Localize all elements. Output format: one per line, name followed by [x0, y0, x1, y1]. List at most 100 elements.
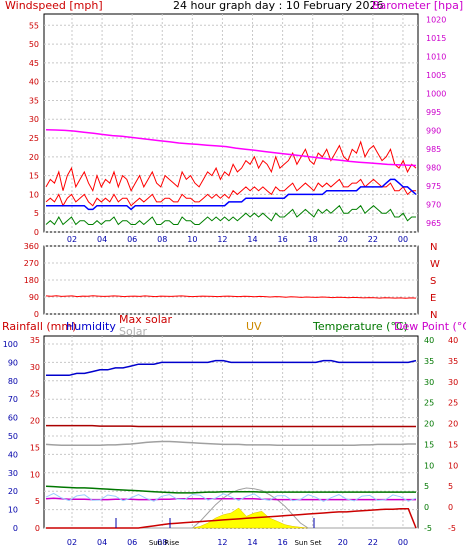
temp-tick-label: 5	[424, 482, 429, 491]
humidity-tick-label: 30	[8, 469, 18, 478]
humidity-tick-label: 80	[8, 377, 18, 386]
wind-x-tick-label: 08	[157, 235, 167, 244]
multi-x-tick-label: 20	[338, 538, 348, 547]
solar-legend: Solar	[119, 325, 148, 338]
barometer-axis-label: Barometer [hpa]	[372, 0, 463, 12]
rainfall-line	[46, 507, 417, 529]
humidity-tick-label: 50	[8, 432, 18, 441]
wind-tick-label: 30	[29, 115, 39, 124]
baro-tick-label: 1015	[426, 34, 446, 43]
multi-x-tick-label: 12	[217, 538, 227, 547]
rain-tick-label: 10	[30, 470, 40, 479]
wind-x-tick-label: 22	[368, 235, 378, 244]
maxsolar-legend: Max solar	[119, 313, 172, 326]
baro-tick-label: 980	[426, 163, 441, 172]
direction-tick-label: 180	[24, 276, 39, 285]
dewpoint-legend: Dew Point (°C)	[394, 320, 466, 333]
wind-x-tick-label: 12	[217, 235, 227, 244]
compass-label: E	[430, 293, 436, 304]
humidity-tick-label: 0	[13, 524, 18, 533]
direction-series	[45, 295, 417, 299]
sun-label: Sun Rise	[149, 539, 179, 547]
multi-grid	[44, 336, 418, 529]
direction-tick-label: 360	[24, 242, 39, 251]
barometer-line	[45, 128, 417, 167]
wind-tick-label: 10	[29, 190, 39, 199]
sun-label: Sun Set	[294, 539, 321, 547]
direction-tick-label: 0	[34, 310, 39, 319]
temp-tick-label: 35	[424, 357, 434, 366]
dew-tick-label: 25	[448, 399, 458, 408]
baro-tick-label: 1020	[426, 16, 446, 25]
uv-legend: UV	[246, 320, 262, 333]
wind-tick-label: 55	[29, 21, 39, 30]
wind-grid	[44, 14, 418, 233]
wind-x-tick-label: 02	[67, 235, 77, 244]
dew-tick-label: 30	[448, 378, 458, 387]
direction-panel	[43, 245, 419, 315]
wind-y-ticks: 0 5 10 15 20 25 30 35 40 45 50 55	[29, 21, 39, 237]
dew-tick-label: 5	[448, 482, 453, 491]
rain-tick-label: 20	[30, 417, 40, 426]
wind-x-tick-label: 14	[247, 235, 257, 244]
wind-tick-label: 0	[34, 228, 39, 237]
temp-tick-label: 40	[424, 336, 434, 345]
direction-tick-label: 90	[29, 293, 39, 302]
multi-ticks: 010203040506070809010005101520253035-505…	[3, 336, 458, 547]
direction-tick-label: 270	[24, 259, 39, 268]
multi-x-tick-label: 00	[398, 538, 408, 547]
dew-tick-label: 10	[448, 461, 458, 470]
rain-tick-label: 5	[35, 497, 40, 506]
wind-tick-label: 45	[29, 59, 39, 68]
rain-tick-label: 30	[30, 363, 40, 372]
temp-tick-label: 30	[424, 378, 434, 387]
multi-x-tick-label: 22	[368, 538, 378, 547]
temp-tick-label: 10	[424, 461, 434, 470]
rain-tick-label: 0	[35, 524, 40, 533]
windspeed-axis-label: Windspeed [mph]	[5, 0, 103, 12]
humidity-tick-label: 70	[8, 395, 18, 404]
multi-x-tick-label: 08	[157, 538, 167, 547]
humidity-tick-label: 90	[8, 358, 18, 367]
apparent-temp-line	[45, 440, 416, 447]
temp-tick-label: 20	[424, 420, 434, 429]
wind-tick-label: 15	[29, 172, 39, 181]
humidity-tick-label: 10	[8, 506, 18, 515]
wind-x-tick-label: 04	[97, 235, 107, 244]
rain-tick-label: 25	[30, 390, 40, 399]
direction-y-ticks: 0 90 180 270 360	[24, 242, 39, 319]
multi-x-tick-label: 14	[247, 538, 257, 547]
humidity-tick-label: 60	[8, 414, 18, 423]
wind-tick-label: 35	[29, 96, 39, 105]
wind-x-tick-label: 10	[187, 235, 197, 244]
wind-tick-label: 5	[34, 209, 39, 218]
heat-index-line	[46, 424, 416, 428]
temperature-line	[45, 485, 416, 494]
wind-series	[45, 128, 417, 226]
multi-x-tick-label: 02	[67, 538, 77, 547]
temp-tick-label: 15	[424, 440, 434, 449]
windspeed-line	[45, 178, 416, 207]
humidity-tick-label: 20	[8, 487, 18, 496]
low-wind-line	[45, 204, 416, 226]
dew-tick-label: 15	[448, 440, 458, 449]
wind-tick-label: 50	[29, 40, 39, 49]
humidity-line	[46, 359, 417, 377]
compass-label: N	[430, 310, 437, 321]
windchill-line	[45, 492, 417, 502]
dew-tick-label: 20	[448, 420, 458, 429]
wind-x-tick-label: 20	[338, 235, 348, 244]
compass-label: S	[430, 276, 436, 287]
page-title: 24 hour graph day : 10 February 2026	[173, 0, 384, 12]
multi-x-tick-label: 04	[97, 538, 107, 547]
wind-x-ticks: 02 04 06 08 10 12 14 16 18 20 22 00	[67, 235, 408, 244]
dewpoint-line	[45, 497, 416, 501]
humidity-tick-label: 40	[8, 450, 18, 459]
temp-tick-label: 25	[424, 399, 434, 408]
wind-x-tick-label: 18	[308, 235, 318, 244]
dew-tick-label: 35	[448, 357, 458, 366]
wind-panel	[43, 13, 419, 233]
rain-tick-label: 15	[30, 443, 40, 452]
